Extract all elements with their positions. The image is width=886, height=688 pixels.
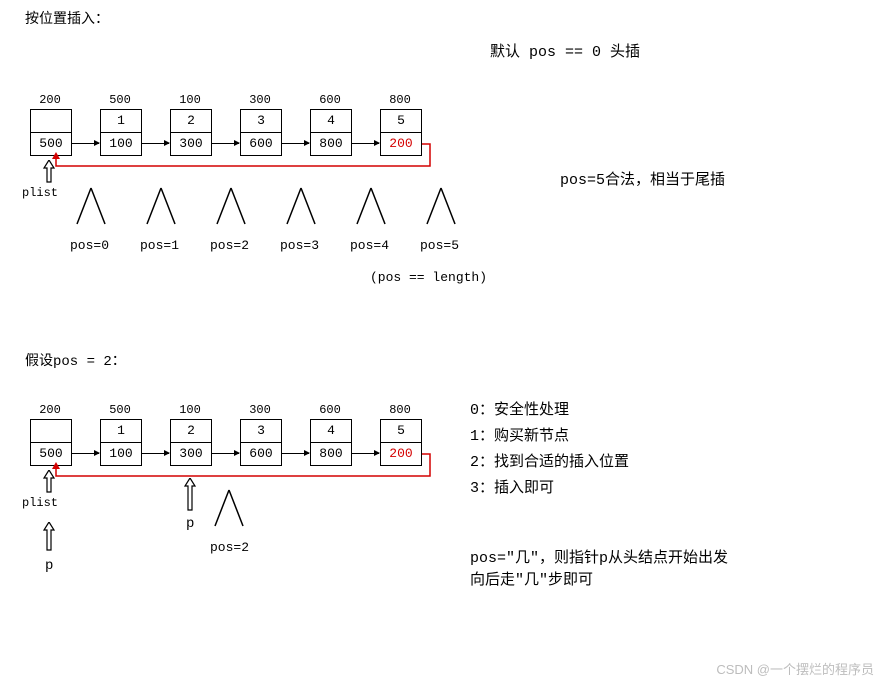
plist-label: plist [22,496,58,510]
next: 600 [241,133,281,155]
s1-node-3: 300 3 600 [240,93,280,156]
next: 200 [381,443,421,465]
addr: 100 [170,93,210,107]
data: 5 [381,420,421,443]
next: 800 [311,133,351,155]
arrow-icon [211,143,239,144]
arrow-icon [71,143,99,144]
pos-label-3: pos=3 [280,238,319,253]
arrow-icon [141,453,169,454]
addr: 200 [30,403,70,417]
step-2: 2：找到合适的插入位置 [470,450,629,476]
data: 2 [171,110,211,133]
next: 500 [31,443,71,465]
next: 500 [31,133,71,155]
default-pos-note: 默认 pos == 0 头插 [490,40,640,61]
s2-node-0: 200 500 [30,403,70,466]
arrow-icon [281,453,309,454]
hint-line2: 向后走"几"步即可 [470,570,728,592]
steps-list: 0：安全性处理 1：购买新节点 2：找到合适的插入位置 3：插入即可 [470,398,629,502]
addr: 600 [310,403,350,417]
s2-node-2: 100 2 300 [170,403,210,466]
s2-node-5: 800 5 200 [380,403,420,466]
caret-icon [215,186,239,222]
arrow-icon [211,453,239,454]
addr: 500 [100,403,140,417]
addr: 800 [380,93,420,107]
next: 100 [101,133,141,155]
length-note: (pos == length) [370,270,487,285]
arrow-icon [351,143,379,144]
data: 1 [101,420,141,443]
s2-node-1: 500 1 100 [100,403,140,466]
data: 3 [241,110,281,133]
next: 600 [241,443,281,465]
pos-label-2: pos=2 [210,238,249,253]
arrow-icon [141,143,169,144]
addr: 500 [100,93,140,107]
p-arrow-icon [183,478,197,504]
plist-arrow-icon [42,470,56,496]
data: 5 [381,110,421,133]
addr: 100 [170,403,210,417]
step-1: 1：购买新节点 [470,424,629,450]
data: 4 [311,420,351,443]
next: 200 [381,133,421,155]
caret-icon [425,186,449,222]
addr: 200 [30,93,70,107]
pos-label-1: pos=1 [140,238,179,253]
data [31,420,71,443]
next: 300 [171,133,211,155]
pos-label-0: pos=0 [70,238,109,253]
data: 4 [311,110,351,133]
step-3: 3：插入即可 [470,476,629,502]
caret-icon [355,186,379,222]
p-label: p [186,516,194,532]
addr: 800 [380,403,420,417]
s1-node-5: 800 5 200 [380,93,420,156]
addr: 300 [240,93,280,107]
hint-text: pos="几"，则指针p从头结点开始出发 向后走"几"步即可 [470,548,728,592]
s1-node-0: 200 500 [30,93,70,156]
pos2-label: pos=2 [210,540,249,555]
next: 100 [101,443,141,465]
next: 800 [311,443,351,465]
section2-title: 假设pos = 2： [25,350,126,370]
addr: 300 [240,403,280,417]
caret-icon [145,186,169,222]
arrow-icon [351,453,379,454]
s1-node-2: 100 2 300 [170,93,210,156]
plist-arrow-icon [42,160,56,186]
p-arrow-icon [42,522,56,548]
caret-icon [285,186,309,222]
caret-icon [75,186,99,222]
watermark: CSDN @一个摆烂的程序员 [716,659,874,678]
s2-node-3: 300 3 600 [240,403,280,466]
data: 2 [171,420,211,443]
plist-label: plist [22,186,58,200]
step-0: 0：安全性处理 [470,398,629,424]
tail-note: pos=5合法，相当于尾插 [560,168,725,189]
data: 1 [101,110,141,133]
p-label: p [45,558,53,574]
section1-title: 按位置插入： [25,8,109,28]
s1-node-4: 600 4 800 [310,93,350,156]
data [31,110,71,133]
pos-label-5: pos=5 [420,238,459,253]
arrow-icon [71,453,99,454]
addr: 600 [310,93,350,107]
hint-line1: pos="几"，则指针p从头结点开始出发 [470,548,728,570]
arrow-icon [281,143,309,144]
s1-node-1: 500 1 100 [100,93,140,156]
pos-label-4: pos=4 [350,238,389,253]
s2-node-4: 600 4 800 [310,403,350,466]
next: 300 [171,443,211,465]
caret-icon [213,488,237,524]
data: 3 [241,420,281,443]
